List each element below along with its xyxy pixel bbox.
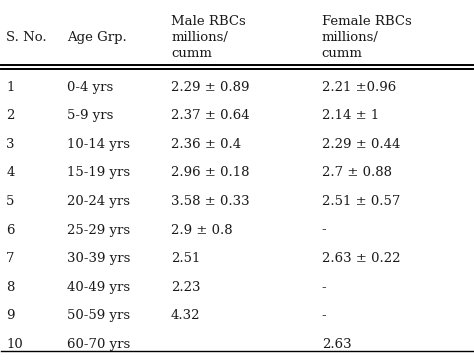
Text: 2.96 ± 0.18: 2.96 ± 0.18 (171, 166, 249, 179)
Text: 4: 4 (6, 166, 15, 179)
Text: 9: 9 (6, 309, 15, 322)
Text: 15-19 yrs: 15-19 yrs (67, 166, 130, 179)
Text: 20-24 yrs: 20-24 yrs (67, 195, 130, 208)
Text: -: - (322, 281, 327, 294)
Text: 1: 1 (6, 81, 15, 94)
Text: 2.63: 2.63 (322, 338, 351, 351)
Text: Age Grp.: Age Grp. (67, 31, 127, 44)
Text: 5-9 yrs: 5-9 yrs (67, 109, 114, 122)
Text: 4.32: 4.32 (171, 309, 201, 322)
Text: 2.21 ±0.96: 2.21 ±0.96 (322, 81, 396, 94)
Text: 2.63 ± 0.22: 2.63 ± 0.22 (322, 252, 401, 265)
Text: 2.23: 2.23 (171, 281, 201, 294)
Text: 2.9 ± 0.8: 2.9 ± 0.8 (171, 224, 233, 237)
Text: 5: 5 (6, 195, 15, 208)
Text: 25-29 yrs: 25-29 yrs (67, 224, 130, 237)
Text: 2.36 ± 0.4: 2.36 ± 0.4 (171, 138, 241, 151)
Text: -: - (322, 309, 327, 322)
Text: S. No.: S. No. (6, 31, 47, 44)
Text: 30-39 yrs: 30-39 yrs (67, 252, 131, 265)
Text: 10: 10 (6, 338, 23, 351)
Text: 60-70 yrs: 60-70 yrs (67, 338, 131, 351)
Text: 2.14 ± 1: 2.14 ± 1 (322, 109, 379, 122)
Text: 3.58 ± 0.33: 3.58 ± 0.33 (171, 195, 250, 208)
Text: -: - (322, 224, 327, 237)
Text: 7: 7 (6, 252, 15, 265)
Text: 2.51: 2.51 (171, 252, 201, 265)
Text: 50-59 yrs: 50-59 yrs (67, 309, 130, 322)
Text: 40-49 yrs: 40-49 yrs (67, 281, 130, 294)
Text: 2.7 ± 0.88: 2.7 ± 0.88 (322, 166, 392, 179)
Text: 6: 6 (6, 224, 15, 237)
Text: 0-4 yrs: 0-4 yrs (67, 81, 114, 94)
Text: 2.51 ± 0.57: 2.51 ± 0.57 (322, 195, 400, 208)
Text: Female RBCs
millions/
cumm: Female RBCs millions/ cumm (322, 15, 411, 60)
Text: 8: 8 (6, 281, 15, 294)
Text: 3: 3 (6, 138, 15, 151)
Text: 2.37 ± 0.64: 2.37 ± 0.64 (171, 109, 250, 122)
Text: 10-14 yrs: 10-14 yrs (67, 138, 130, 151)
Text: 2: 2 (6, 109, 15, 122)
Text: Male RBCs
millions/
cumm: Male RBCs millions/ cumm (171, 15, 246, 60)
Text: 2.29 ± 0.89: 2.29 ± 0.89 (171, 81, 249, 94)
Text: 2.29 ± 0.44: 2.29 ± 0.44 (322, 138, 400, 151)
